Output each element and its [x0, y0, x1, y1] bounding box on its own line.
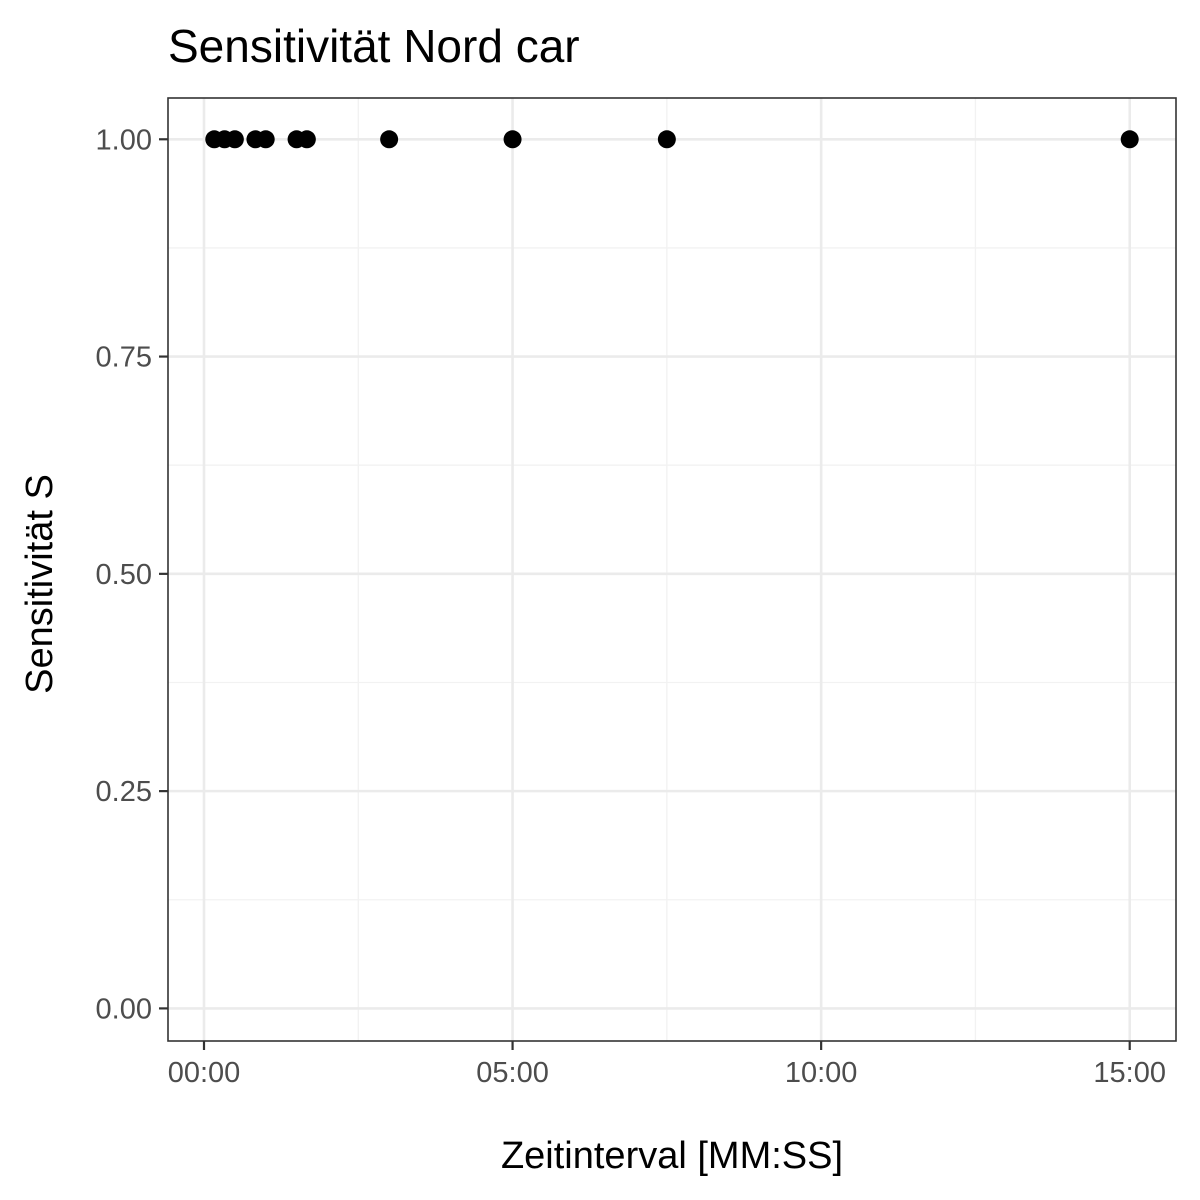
panel-border — [167, 97, 1177, 1042]
data-point — [657, 130, 676, 149]
y-tick-label: 0.00 — [96, 993, 152, 1025]
y-tick-label: 0.25 — [96, 776, 152, 808]
x-tick-label: 00:00 — [168, 1057, 241, 1089]
chart-title: Sensitivität Nord car — [168, 20, 580, 72]
data-point — [256, 130, 275, 149]
data-point — [1120, 130, 1139, 149]
data-point — [225, 130, 244, 149]
data-point — [380, 130, 399, 149]
grid-layer — [168, 98, 1176, 1041]
y-tick-label: 0.75 — [96, 342, 152, 374]
x-tick-label: 05:00 — [476, 1057, 549, 1089]
y-tick-label: 0.50 — [96, 559, 152, 591]
data-point — [503, 130, 522, 149]
x-tick-label: 10:00 — [785, 1057, 858, 1089]
x-tick-label: 15:00 — [1093, 1057, 1166, 1089]
y-axis-title: Sensitivität S — [19, 474, 61, 694]
x-axis-title: Zeitinterval [MM:SS] — [501, 1135, 843, 1177]
y-tick-label: 1.00 — [96, 124, 152, 156]
axis-layer: 00:00 05:00 10:00 15:00 0.00 0.25 0.50 0.75 1.00 — [96, 124, 1166, 1089]
points-layer — [205, 130, 1139, 149]
data-point — [297, 130, 316, 149]
